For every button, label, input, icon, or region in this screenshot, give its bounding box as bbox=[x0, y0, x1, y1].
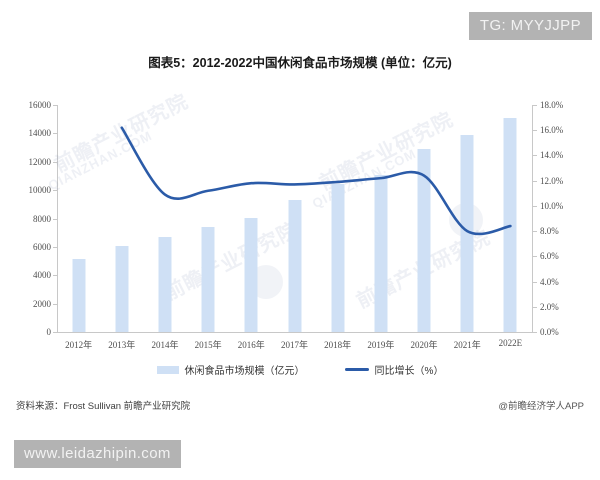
brand-note: @前瞻经济学人APP bbox=[498, 401, 584, 412]
x-tick-label: 2014年 bbox=[151, 340, 179, 350]
legend-item-bar[interactable]: 休闲食品市场规模（亿元） bbox=[156, 362, 305, 377]
y2-tick-label: 18.0% bbox=[540, 100, 564, 110]
x-tick-label: 2017年 bbox=[280, 340, 309, 350]
x-tick-label: 2016年 bbox=[237, 340, 265, 350]
y2-tick-mark bbox=[533, 130, 537, 132]
y-tick-mark bbox=[53, 161, 57, 163]
telegram-watermark: TG: MYYJJPP bbox=[468, 12, 592, 40]
x-tick-label: 2019年 bbox=[367, 340, 395, 350]
legend-item-line[interactable]: 同比增长（%） bbox=[344, 362, 444, 377]
chart-legend: 休闲食品市场规模（亿元） 同比增长（%） bbox=[0, 362, 600, 377]
bar[interactable] bbox=[374, 174, 388, 332]
right-axis-line bbox=[532, 105, 533, 333]
x-tick-label: 2012年 bbox=[65, 340, 93, 350]
legend-label-bar: 休闲食品市场规模（亿元） bbox=[184, 366, 305, 377]
y-tick-label: 8000 bbox=[33, 213, 51, 224]
left-axis-line bbox=[57, 105, 58, 333]
y-tick-label: 2000 bbox=[33, 298, 51, 309]
y2-tick-label: 6.0% bbox=[540, 251, 559, 262]
y2-tick-mark bbox=[533, 256, 537, 258]
y2-tick-label: 4.0% bbox=[540, 276, 559, 287]
y2-tick-label: 2.0% bbox=[540, 301, 559, 312]
y-tick-label: 16000 bbox=[28, 100, 52, 110]
x-tick-label: 2015年 bbox=[194, 340, 222, 350]
chart-footer: 资料来源：Frost Sullivan 前瞻产业研究院 @前瞻经济学人APP bbox=[16, 398, 584, 412]
y2-tick-mark bbox=[533, 105, 537, 106]
line-series bbox=[120, 126, 512, 236]
bar[interactable] bbox=[460, 134, 474, 332]
y2-tick-mark bbox=[533, 231, 537, 233]
y2-tick-mark bbox=[533, 155, 537, 157]
x-tick-label: 2018年 bbox=[324, 340, 352, 350]
y2-tick-label: 10.0% bbox=[540, 200, 564, 211]
x-tick-label: 2020年 bbox=[410, 340, 438, 350]
y2-tick-label: 16.0% bbox=[540, 125, 564, 136]
y2-tick-mark bbox=[533, 205, 537, 207]
y-tick-mark bbox=[53, 275, 57, 277]
bar[interactable] bbox=[201, 227, 215, 332]
y2-tick-label: 14.0% bbox=[540, 150, 564, 161]
x-tick-label: 2021年 bbox=[453, 340, 481, 350]
y2-tick-label: 12.0% bbox=[540, 175, 564, 186]
y2-tick-mark bbox=[533, 306, 537, 308]
y2-tick-mark bbox=[533, 332, 537, 333]
y-tick-label: 6000 bbox=[33, 241, 51, 252]
y2-tick-label: 8.0% bbox=[540, 226, 559, 237]
plot-area: 前瞻产业研究院 QIANZHAN.COM 前瞻产业研究院 前瞻产业研究院 QIA… bbox=[46, 91, 532, 332]
line-swatch-icon bbox=[344, 368, 369, 371]
y2-tick-mark bbox=[533, 281, 537, 283]
y-tick-mark bbox=[53, 133, 57, 135]
y-tick-mark bbox=[53, 332, 57, 333]
y-tick-label: 0 bbox=[46, 327, 52, 337]
y-tick-mark bbox=[53, 105, 57, 106]
y-tick-label: 10000 bbox=[28, 185, 52, 196]
site-watermark: www.leidazhipin.com bbox=[14, 440, 181, 468]
bar[interactable] bbox=[417, 148, 431, 332]
chart-container: 前瞻产业研究院 QIANZHAN.COM 前瞻产业研究院 前瞻产业研究院 QIA… bbox=[0, 88, 600, 350]
y2-tick-label: 0.0% bbox=[540, 327, 559, 337]
bar-swatch-icon bbox=[156, 365, 179, 374]
bar[interactable] bbox=[115, 246, 129, 332]
y2-tick-mark bbox=[533, 180, 537, 182]
y-tick-mark bbox=[53, 303, 57, 305]
y-tick-label: 4000 bbox=[33, 270, 51, 281]
y-tick-mark bbox=[53, 190, 57, 192]
bar[interactable] bbox=[72, 258, 86, 332]
source-note: 资料来源：Frost Sullivan 前瞻产业研究院 bbox=[16, 401, 191, 412]
y-tick-label: 14000 bbox=[28, 128, 52, 139]
page-title: 图表5：2012-2022中国休闲食品市场规模 (单位：亿元) bbox=[148, 56, 452, 70]
bar[interactable] bbox=[331, 184, 345, 332]
bar[interactable] bbox=[288, 200, 301, 332]
y-tick-mark bbox=[53, 218, 57, 220]
x-tick-label: 2013年 bbox=[108, 340, 136, 350]
x-tick-label: 2022E bbox=[498, 338, 523, 348]
y-tick-mark bbox=[53, 246, 57, 248]
x-axis-line bbox=[57, 332, 533, 333]
y-tick-label: 12000 bbox=[28, 156, 52, 167]
bar[interactable] bbox=[158, 236, 172, 332]
legend-label-line: 同比增长（%） bbox=[374, 366, 444, 377]
bar[interactable] bbox=[244, 217, 258, 332]
